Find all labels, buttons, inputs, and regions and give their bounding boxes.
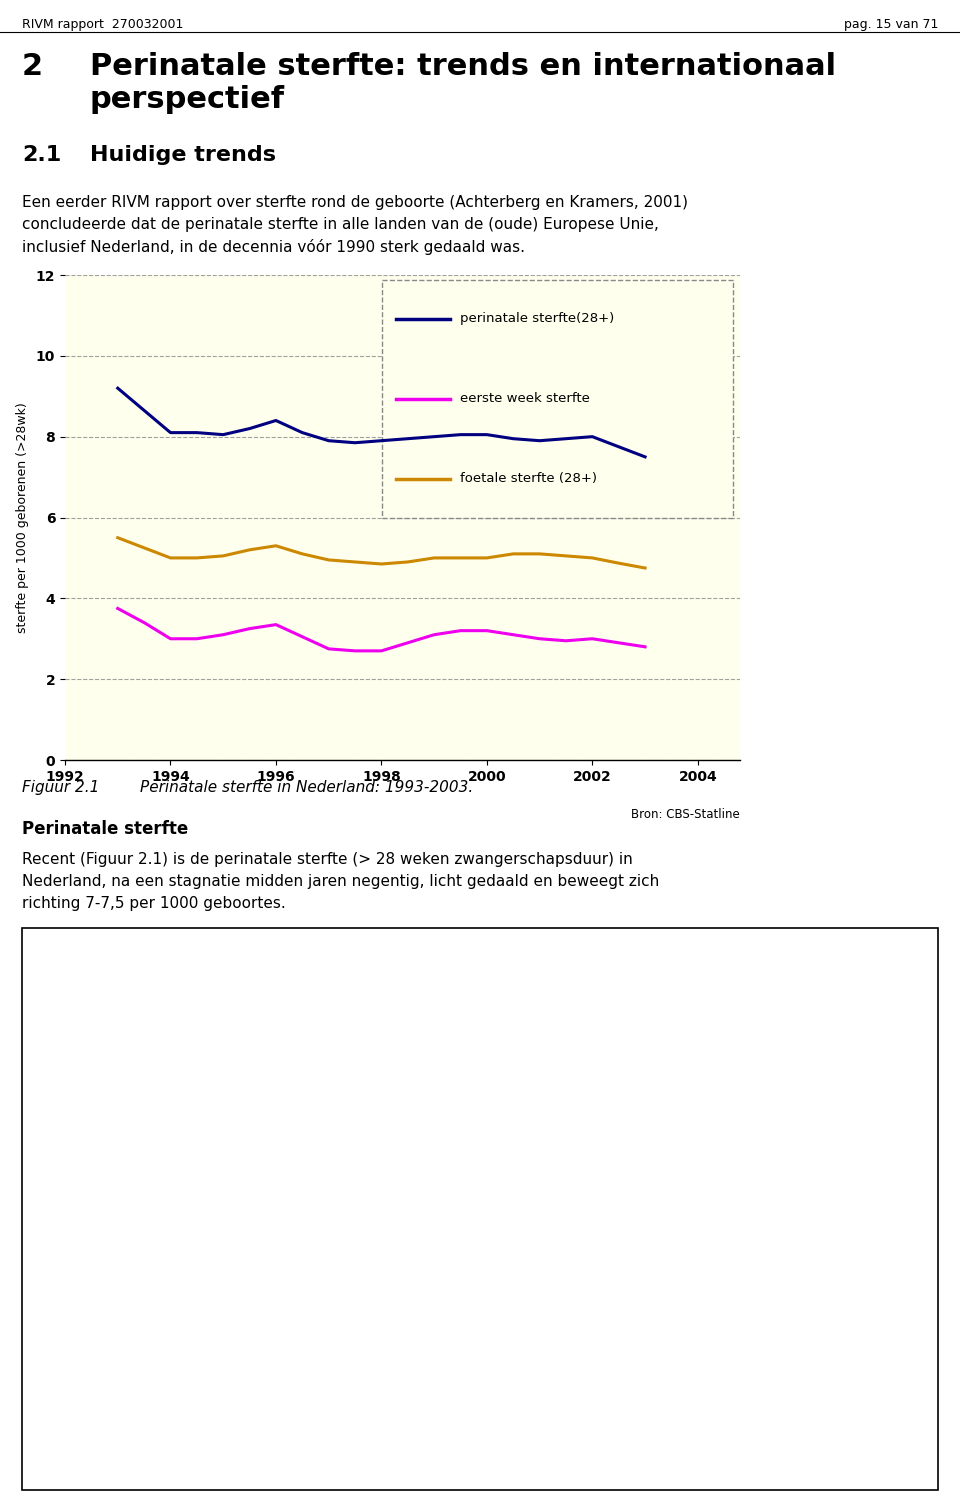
Y-axis label: sterfte per 1000 geborenen (>28wk): sterfte per 1000 geborenen (>28wk) (15, 402, 29, 634)
Text: levendgeborenen in het eerste levensjaar. Deze laatste bestaat uit: levendgeborenen in het eerste levensjaar… (38, 1105, 534, 1120)
Text: eerste week sterfte: eerste week sterfte (460, 392, 589, 405)
Text: richting 7-7,5 per 1000 geboortes.: richting 7-7,5 per 1000 geboortes. (22, 897, 286, 912)
Text: Neonatale sterfte: Neonatale sterfte (38, 1086, 166, 1101)
Text: RIVM rapport  270032001: RIVM rapport 270032001 (22, 18, 183, 32)
Text: verschillende indicatoren.: verschillende indicatoren. (38, 1001, 232, 1016)
Text: Nederland, na een stagnatie midden jaren negentig, licht gedaald en beweegt zich: Nederland, na een stagnatie midden jaren… (22, 874, 660, 889)
Text: Intermezzo: definities, begrippen, inperkingen: Intermezzo: definities, begrippen, inper… (38, 943, 440, 959)
Text: Perinatale sterfte: trends en internationaal: Perinatale sterfte: trends en internatio… (90, 51, 836, 82)
Text: foetale sterfte: foetale sterfte (44, 1022, 148, 1037)
Text: de sterfte van: de sterfte van (643, 1086, 750, 1101)
Text: minimaal geboortegewicht (bijv. 500 of 1000 gram), of een minimale zwangerschaps: minimaal geboortegewicht (bijv. 500 of 1… (38, 1064, 858, 1080)
Text: inclusief Nederland, in de decennia vóór 1990 sterk gedaald was.: inclusief Nederland, in de decennia vóór… (22, 239, 525, 256)
Text: 2: 2 (22, 51, 43, 82)
Text: vroeg neonatale sterfte: vroeg neonatale sterfte (391, 1022, 564, 1037)
Text: ) per 1000 levendplus doodgeborenen. Bij: ) per 1000 levendplus doodgeborenen. Bij (536, 1022, 844, 1037)
Text: Recent (Figuur 2.1) is de perinatale sterfte (> 28 weken zwangerschapsduur) in: Recent (Figuur 2.1) is de perinatale ste… (22, 851, 633, 866)
Text: doodgeboorte (foetale sterfte) worden verschillende afkappunten voor de registra: doodgeboorte (foetale sterfte) worden ve… (38, 1043, 807, 1058)
Text: Zuigelingensterfte: Zuigelingensterfte (529, 1086, 664, 1101)
Text: is gedefinieerd als de som van doodgeboorte: is gedefinieerd als de som van doodgeboo… (322, 1001, 658, 1016)
Text: Voor het internationaal vergelijken van sterfte van baby’s rond de geboorte best: Voor het internationaal vergelijken van … (38, 980, 657, 995)
Text: (: ( (38, 1022, 44, 1037)
Text: (vanaf 1 maand tot 1 jaar).: (vanaf 1 maand tot 1 jaar). (170, 1126, 373, 1142)
FancyBboxPatch shape (382, 280, 733, 517)
Text: Perinatale sterfte in Nederland: 1993-2003.: Perinatale sterfte in Nederland: 1993-20… (140, 780, 473, 795)
Text: (eerste maand) plus: (eerste maand) plus (567, 1105, 720, 1120)
Text: Perinatale sterfte: Perinatale sterfte (22, 820, 188, 838)
Text: We beperken ons hier vooral tot de perinatale en neonatale sterfte, omdat deze s: We beperken ons hier vooral tot de perin… (38, 1166, 749, 1181)
Text: concludeerde dat de perinatale sterfte in alle landen van de (oude) Europese Uni: concludeerde dat de perinatale sterfte i… (22, 218, 659, 231)
Text: ) plus sterfte in de eerste levensweek (: ) plus sterfte in de eerste levensweek ( (139, 1022, 426, 1037)
Text: postneonatale sterfte: postneonatale sterfte (38, 1126, 196, 1142)
Text: foetale sterfte (28+): foetale sterfte (28+) (460, 472, 597, 485)
Text: neonatale sterfte: neonatale sterfte (460, 1105, 587, 1120)
Text: Bron: CBS-Statline: Bron: CBS-Statline (632, 809, 740, 821)
Text: Een eerder RIVM rapport over sterfte rond de geboorte (Achterberg en Kramers, 20: Een eerder RIVM rapport over sterfte ron… (22, 195, 688, 210)
Text: pag. 15 van 71: pag. 15 van 71 (844, 18, 938, 32)
Text: sterkste correlaties vertonen met enerzijds risicofactoren bij de moeder en ande: sterkste correlaties vertonen met enerzi… (38, 1187, 703, 1202)
Text: is de sterfte van levendgeborenen in de eerste levensmaand.: is de sterfte van levendgeborenen in de … (145, 1086, 607, 1101)
Text: perinatale sterfte(28+): perinatale sterfte(28+) (460, 311, 614, 325)
Text: Huidige trends: Huidige trends (90, 145, 276, 165)
Text: 2.1: 2.1 (22, 145, 61, 165)
Text: Figuur 2.1: Figuur 2.1 (22, 780, 100, 795)
Text: factoren, die gerelateerd zijn aan zorg en preventie.: factoren, die gerelateerd zijn aan zorg … (38, 1208, 420, 1223)
Text: perspectief: perspectief (90, 85, 285, 113)
Text: Perinatale sterfte: Perinatale sterfte (208, 1001, 335, 1016)
